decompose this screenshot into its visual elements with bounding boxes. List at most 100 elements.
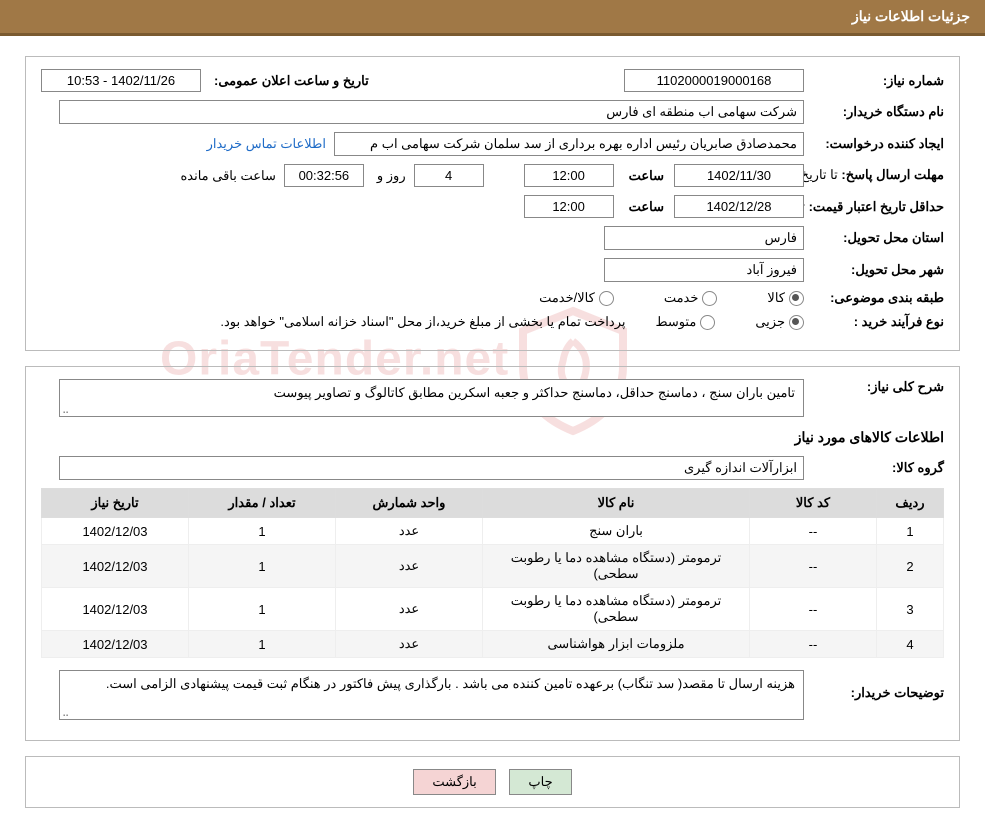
goods-table: ردیف کد کالا نام کالا واحد شمارش تعداد /… <box>41 488 944 658</box>
row-desc: شرح کلی نیاز: تامین باران سنج ، دماسنج ح… <box>41 379 944 417</box>
table-cell: 1 <box>877 518 944 545</box>
table-cell: عدد <box>336 631 483 658</box>
radio-minor[interactable]: جزیی <box>755 314 804 330</box>
table-cell: ترمومتر (دستگاه مشاهده دما یا رطوبت سطحی… <box>483 545 750 588</box>
row-validity: حداقل تاریخ اعتبار قیمت: تا تاریخ: 1402/… <box>41 195 944 218</box>
table-cell: 1 <box>189 518 336 545</box>
th-code: کد کالا <box>750 489 877 518</box>
radio-icon <box>599 291 614 306</box>
row-category: طبقه بندی موضوعی: کالا خدمت کالا/خدمت <box>41 290 944 306</box>
content: OriaTender.net شماره نیاز: 1102000019000… <box>0 36 985 828</box>
time-label-2: ساعت <box>624 199 664 215</box>
province-label: استان محل تحویل: <box>804 230 944 246</box>
table-cell: 1402/12/03 <box>42 631 189 658</box>
radio-service[interactable]: خدمت <box>664 290 718 306</box>
table-cell: ملزومات ابزار هواشناسی <box>483 631 750 658</box>
row-buyer: نام دستگاه خریدار: شرکت سهامی اب منطقه ا… <box>41 100 944 124</box>
deadline-time-field: 12:00 <box>524 164 614 187</box>
deadline-date-field: 1402/11/30 <box>674 164 804 187</box>
resize-handle-icon: ⣀ <box>62 403 69 414</box>
table-cell: 3 <box>877 588 944 631</box>
table-cell: 1 <box>189 588 336 631</box>
table-row: 1--باران سنجعدد11402/12/03 <box>42 518 944 545</box>
table-row: 4--ملزومات ابزار هواشناسیعدد11402/12/03 <box>42 631 944 658</box>
row-city: شهر محل تحویل: فیروز آباد <box>41 258 944 282</box>
table-cell: -- <box>750 545 877 588</box>
radio-icon <box>789 291 804 306</box>
contact-link[interactable]: اطلاعات تماس خریدار <box>207 136 326 152</box>
announce-label: تاریخ و ساعت اعلان عمومی: <box>209 73 369 89</box>
print-button[interactable]: چاپ <box>509 769 571 795</box>
desc-label: شرح کلی نیاز: <box>804 379 944 395</box>
table-cell: عدد <box>336 545 483 588</box>
table-cell: 1402/12/03 <box>42 545 189 588</box>
countdown-field: 00:32:56 <box>284 164 364 187</box>
desc-textarea[interactable]: تامین باران سنج ، دماسنج حداقل، دماسنج ح… <box>59 379 804 417</box>
announce-field: 1402/11/26 - 10:53 <box>41 69 201 92</box>
table-cell: 4 <box>877 631 944 658</box>
th-unit: واحد شمارش <box>336 489 483 518</box>
th-row: ردیف <box>877 489 944 518</box>
remaining-label: ساعت باقی مانده <box>175 168 275 184</box>
days-field: 4 <box>414 164 484 187</box>
city-label: شهر محل تحویل: <box>804 262 944 278</box>
days-and: روز و <box>372 168 406 184</box>
requester-field: محمدصادق صابریان رئیس اداره بهره برداری … <box>334 132 804 156</box>
table-cell: عدد <box>336 588 483 631</box>
table-cell: عدد <box>336 518 483 545</box>
category-label: طبقه بندی موضوعی: <box>804 290 944 306</box>
buyer-label: نام دستگاه خریدار: <box>804 104 944 120</box>
purchase-note: پرداخت تمام یا بخشی از مبلغ خرید،از محل … <box>220 314 625 330</box>
group-label: گروه کالا: <box>804 460 944 476</box>
validity-label: حداقل تاریخ اعتبار قیمت: تا تاریخ: <box>804 199 944 215</box>
resize-handle-icon: ⣀ <box>62 706 69 717</box>
table-cell: 1 <box>189 545 336 588</box>
requester-label: ایجاد کننده درخواست: <box>804 136 944 152</box>
table-header-row: ردیف کد کالا نام کالا واحد شمارش تعداد /… <box>42 489 944 518</box>
table-cell: باران سنج <box>483 518 750 545</box>
table-row: 3--ترمومتر (دستگاه مشاهده دما یا رطوبت س… <box>42 588 944 631</box>
row-buyer-note: توضیحات خریدار: هزینه ارسال تا مقصد( سد … <box>41 670 944 720</box>
table-cell: 2 <box>877 545 944 588</box>
button-row: چاپ بازگشت <box>25 756 960 808</box>
city-field: فیروز آباد <box>604 258 804 282</box>
back-button[interactable]: بازگشت <box>413 769 495 795</box>
province-field: فارس <box>604 226 804 250</box>
table-cell: -- <box>750 631 877 658</box>
th-name: نام کالا <box>483 489 750 518</box>
header-title: جزئیات اطلاعات نیاز <box>852 8 970 24</box>
radio-icon <box>702 291 717 306</box>
validity-time-field: 12:00 <box>524 195 614 218</box>
row-requester: ایجاد کننده درخواست: محمدصادق صابریان رئ… <box>41 132 944 156</box>
deadline-label: مهلت ارسال پاسخ: تا تاریخ: <box>804 167 944 184</box>
need-number-field: 1102000019000168 <box>624 69 804 92</box>
buyer-note-textarea[interactable]: هزینه ارسال تا مقصد( سد تنگاب) برعهده تا… <box>59 670 804 720</box>
goods-section-title: اطلاعات کالاهای مورد نیاز <box>41 429 944 446</box>
radio-icon <box>789 315 804 330</box>
table-cell: ترمومتر (دستگاه مشاهده دما یا رطوبت سطحی… <box>483 588 750 631</box>
row-deadline: مهلت ارسال پاسخ: تا تاریخ: 1402/11/30 سا… <box>41 164 944 187</box>
buyer-note-label: توضیحات خریدار: <box>804 670 944 701</box>
header-bar: جزئیات اطلاعات نیاز <box>0 0 985 36</box>
purchase-type-label: نوع فرآیند خرید : <box>804 314 944 330</box>
buyer-field: شرکت سهامی اب منطقه ای فارس <box>59 100 804 124</box>
radio-goods[interactable]: کالا <box>767 290 804 306</box>
row-need-number: شماره نیاز: 1102000019000168 تاریخ و ساع… <box>41 69 944 92</box>
time-label-1: ساعت <box>624 168 664 184</box>
radio-icon <box>700 315 715 330</box>
radio-medium[interactable]: متوسط <box>655 314 715 330</box>
row-province: استان محل تحویل: فارس <box>41 226 944 250</box>
goods-panel: شرح کلی نیاز: تامین باران سنج ، دماسنج ح… <box>25 366 960 741</box>
group-field: ابزارآلات اندازه گیری <box>59 456 804 480</box>
need-number-label: شماره نیاز: <box>804 73 944 89</box>
table-cell: 1 <box>189 631 336 658</box>
table-cell: -- <box>750 588 877 631</box>
table-cell: 1402/12/03 <box>42 588 189 631</box>
validity-date-field: 1402/12/28 <box>674 195 804 218</box>
radio-goods-service[interactable]: کالا/خدمت <box>539 290 614 306</box>
table-row: 2--ترمومتر (دستگاه مشاهده دما یا رطوبت س… <box>42 545 944 588</box>
table-cell: 1402/12/03 <box>42 518 189 545</box>
th-date: تاریخ نیاز <box>42 489 189 518</box>
table-cell: -- <box>750 518 877 545</box>
row-group: گروه کالا: ابزارآلات اندازه گیری <box>41 456 944 480</box>
